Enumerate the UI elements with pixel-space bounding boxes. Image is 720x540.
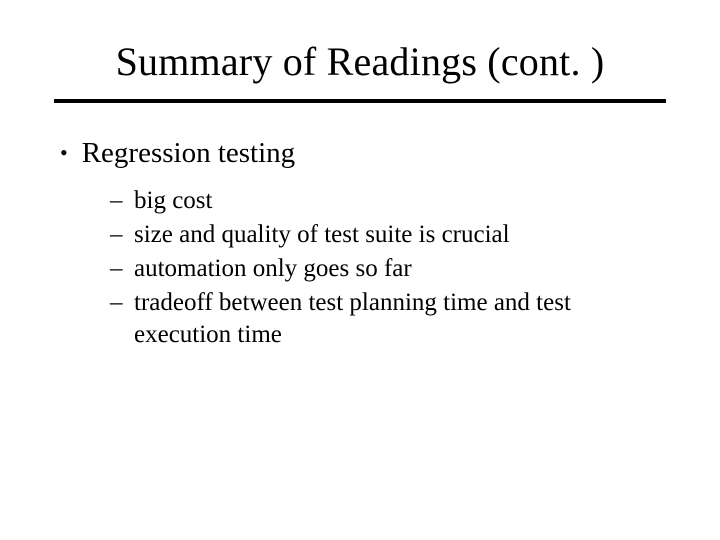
bullet-text: size and quality of test suite is crucia…	[134, 219, 510, 251]
bullet-text: automation only goes so far	[134, 253, 412, 285]
dash-marker: –	[110, 287, 124, 319]
sub-list: – big cost – size and quality of test su…	[110, 185, 666, 351]
list-item: • Regression testing	[60, 135, 666, 171]
bullet-text: Regression testing	[82, 135, 295, 171]
title-divider	[54, 99, 666, 103]
dash-marker: –	[110, 219, 124, 251]
bullet-marker: •	[60, 135, 68, 171]
list-item: – big cost	[110, 185, 666, 217]
list-item: – automation only goes so far	[110, 253, 666, 285]
slide: Summary of Readings (cont. ) • Regressio…	[0, 0, 720, 540]
list-item: – tradeoff between test planning time an…	[110, 287, 666, 351]
bullet-text: big cost	[134, 185, 212, 217]
slide-title: Summary of Readings (cont. )	[54, 38, 666, 85]
list-item: – size and quality of test suite is cruc…	[110, 219, 666, 251]
dash-marker: –	[110, 253, 124, 285]
bullet-text: tradeoff between test planning time and …	[134, 287, 666, 351]
dash-marker: –	[110, 185, 124, 217]
